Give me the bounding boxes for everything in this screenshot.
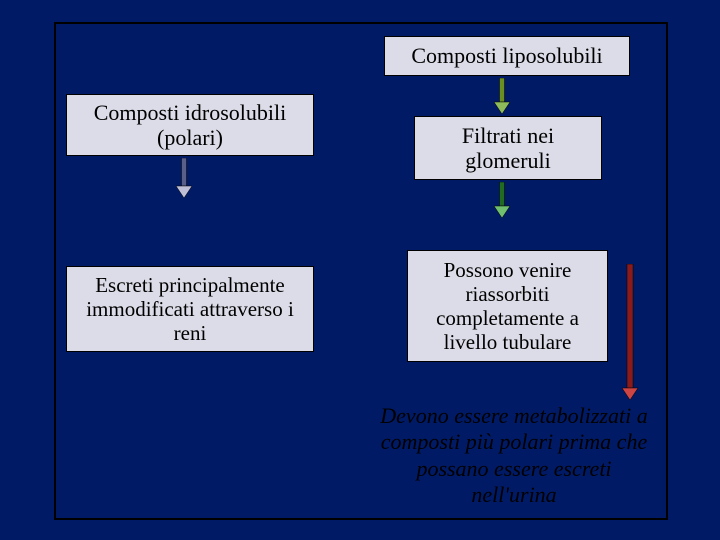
final-line4: nell'urina	[370, 482, 658, 508]
final-line1: Devono essere metabolizzati a	[370, 403, 658, 429]
box-filtrati-line2: glomeruli	[465, 148, 551, 173]
box-idrosolubili-line1: Composti idrosolubili	[94, 100, 287, 125]
box-liposolubili: Composti liposolubili	[384, 36, 630, 76]
final-line2: composti più polari prima che	[370, 429, 658, 455]
box-riassorbiti-line1: Possono venire	[444, 258, 572, 282]
box-riassorbiti-line2: riassorbiti	[466, 282, 550, 306]
box-idrosolubili-line2: (polari)	[157, 125, 223, 150]
box-idrosolubili: Composti idrosolubili (polari)	[66, 94, 314, 156]
box-escreti-line2: immodificati attraverso i	[86, 297, 294, 321]
box-riassorbiti-line3: completamente a	[436, 306, 579, 330]
arrow-filtrati-to-riassorbiti-icon	[494, 182, 510, 218]
final-line3: possano essere escreti	[370, 456, 658, 482]
arrow-riassorbiti-to-final-icon	[622, 264, 638, 400]
box-riassorbiti-line4: livello tubulare	[444, 330, 572, 354]
box-liposolubili-text: Composti liposolubili	[411, 43, 602, 68]
box-escreti: Escreti principalmente immodificati attr…	[66, 266, 314, 352]
box-riassorbiti: Possono venire riassorbiti completamente…	[407, 250, 608, 362]
arrow-idro-to-escreti-icon	[176, 158, 192, 198]
box-escreti-line3: reni	[174, 321, 207, 345]
box-filtrati: Filtrati nei glomeruli	[414, 116, 602, 180]
arrow-lipo-to-filtrati-icon	[494, 78, 510, 114]
final-note: Devono essere metabolizzati a composti p…	[370, 403, 658, 511]
box-escreti-line1: Escreti principalmente	[95, 273, 285, 297]
box-filtrati-line1: Filtrati nei	[462, 123, 554, 148]
